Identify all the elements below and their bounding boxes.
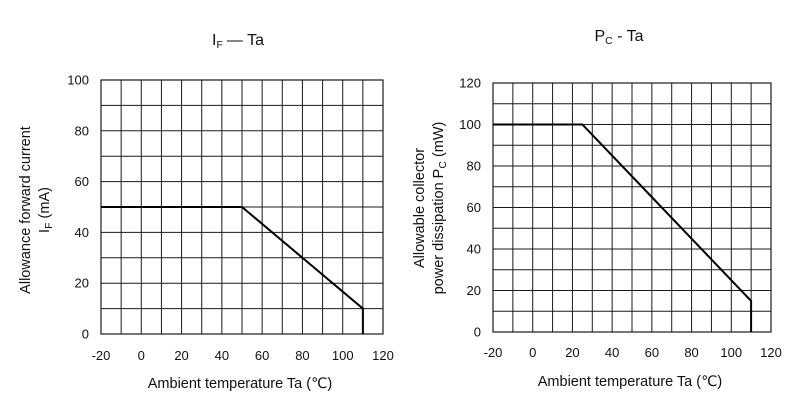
- y-tick-label: 20: [467, 283, 481, 298]
- x-tick-label: 40: [215, 348, 229, 363]
- x-tick-label: 100: [332, 348, 354, 363]
- y-axis-label-line1: Allowance forward current: [18, 126, 34, 294]
- x-tick-label: 120: [372, 348, 394, 363]
- x-tick-label: 0: [138, 348, 145, 363]
- x-axis-label: Ambient temperature Ta (℃): [538, 374, 722, 390]
- x-tick-label: 100: [720, 345, 742, 360]
- y-tick-label: 100: [67, 73, 89, 88]
- x-tick-label: 120: [760, 345, 782, 360]
- grid: [493, 83, 771, 332]
- x-axis-label: Ambient temperature Ta (℃): [148, 376, 332, 392]
- plot-frame: [492, 82, 772, 333]
- y-tick-label: 80: [467, 159, 481, 174]
- chart-title: PC - Ta: [594, 28, 643, 47]
- y-axis-label-line2: IF (mA): [37, 187, 55, 233]
- y-tick-label: 120: [459, 76, 481, 91]
- y-axis-label-line2: power dissipation PC (mW): [431, 122, 449, 295]
- x-tick-label: -20: [92, 348, 111, 363]
- y-tick-label: 20: [75, 276, 89, 291]
- derating-curve: [493, 123, 753, 332]
- y-tick-label: 80: [75, 123, 89, 138]
- x-tick-labels: -20 0 20 40 60 80 100 120: [484, 345, 782, 360]
- y-axis-label-line1: Allowable collector: [412, 148, 428, 268]
- derating-curve: [101, 206, 364, 334]
- y-tick-label: 40: [467, 242, 481, 257]
- x-tick-label: 20: [565, 345, 579, 360]
- y-tick-label: 40: [75, 225, 89, 240]
- derating-curve-group: [101, 206, 364, 334]
- derating-curve-group: [493, 123, 753, 332]
- x-tick-label: 40: [605, 345, 619, 360]
- x-tick-label: 60: [255, 348, 269, 363]
- y-tick-label: 0: [474, 325, 481, 340]
- y-tick-labels: 0 20 40 60 80 100: [67, 73, 89, 342]
- collector-power-chart: PC - Ta -20 0 20 40 60 80 100 120 0204060801001…: [412, 28, 782, 390]
- y-tick-label: 60: [467, 200, 481, 215]
- y-tick-labels: 0 20 40 60 80 100 120: [459, 76, 481, 340]
- x-tick-label: 20: [174, 348, 188, 363]
- x-tick-label: 80: [684, 345, 698, 360]
- y-axis-label: Allowance forward current IF (mA): [18, 126, 55, 294]
- x-tick-label: 80: [295, 348, 309, 363]
- x-tick-label: 60: [645, 345, 659, 360]
- y-tick-label: 0: [82, 327, 89, 342]
- x-tick-label: -20: [484, 345, 503, 360]
- x-tick-label: 0: [529, 345, 536, 360]
- y-tick-label: 100: [459, 117, 481, 132]
- y-axis-label: Allowable collector power dissipation PC…: [412, 122, 449, 295]
- chart-title: IF — Ta: [212, 32, 264, 51]
- x-tick-labels: -20 0 20 40 60 80 100 120: [92, 348, 394, 363]
- y-tick-label: 60: [75, 174, 89, 189]
